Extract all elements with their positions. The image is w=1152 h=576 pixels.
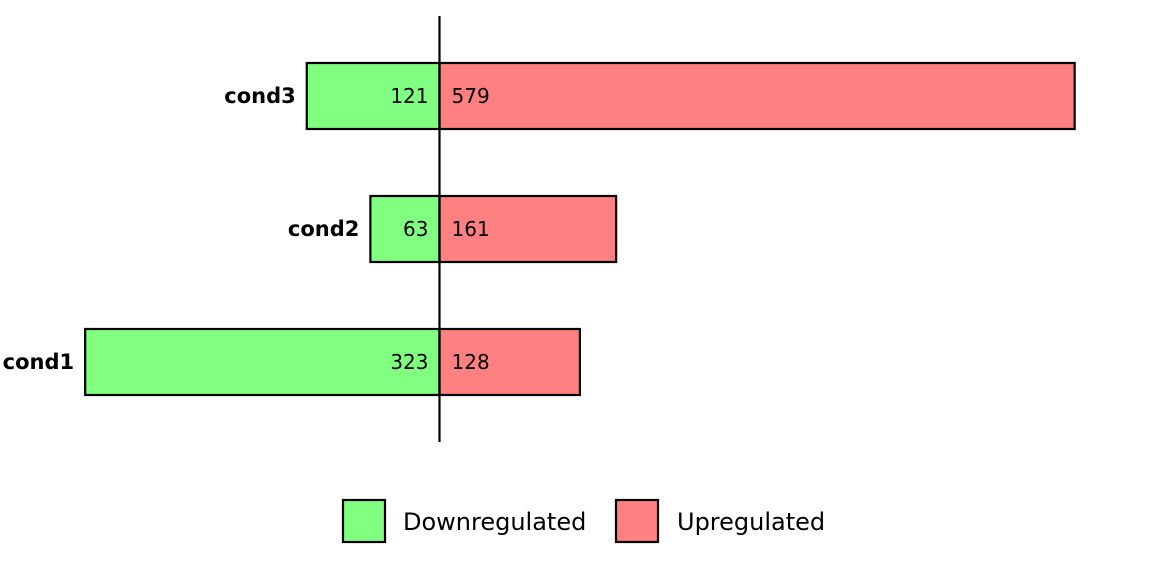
value-label-cond2-upregulated: 161 (452, 217, 490, 241)
value-label-cond1-downregulated: 323 (390, 350, 428, 374)
value-label-cond3-upregulated: 579 (452, 84, 490, 108)
labels-group: 323 128 cond1 63 161 cond2 121 579 cond3 (3, 84, 490, 374)
legend-swatch-upregulated (614, 498, 660, 544)
bars-group (84, 61, 1076, 397)
legend-swatch-downregulated (341, 498, 387, 544)
legend-label-upregulated: Upregulated (677, 508, 825, 536)
value-label-cond2-downregulated: 63 (403, 217, 428, 241)
category-label-cond1: cond1 (3, 350, 74, 374)
bar-cond1-downregulated (84, 327, 441, 397)
value-label-cond3-downregulated: 121 (390, 84, 428, 108)
bar-cond3-upregulated (438, 61, 1076, 131)
bar-cond2-upregulated (438, 194, 618, 264)
legend: Downregulated Upregulated (341, 498, 825, 544)
category-label-cond3: cond3 (224, 84, 295, 108)
legend-label-downregulated: Downregulated (403, 508, 586, 536)
bar-cond2-downregulated (369, 194, 441, 264)
category-label-cond2: cond2 (288, 217, 359, 241)
value-label-cond1-upregulated: 128 (452, 350, 490, 374)
